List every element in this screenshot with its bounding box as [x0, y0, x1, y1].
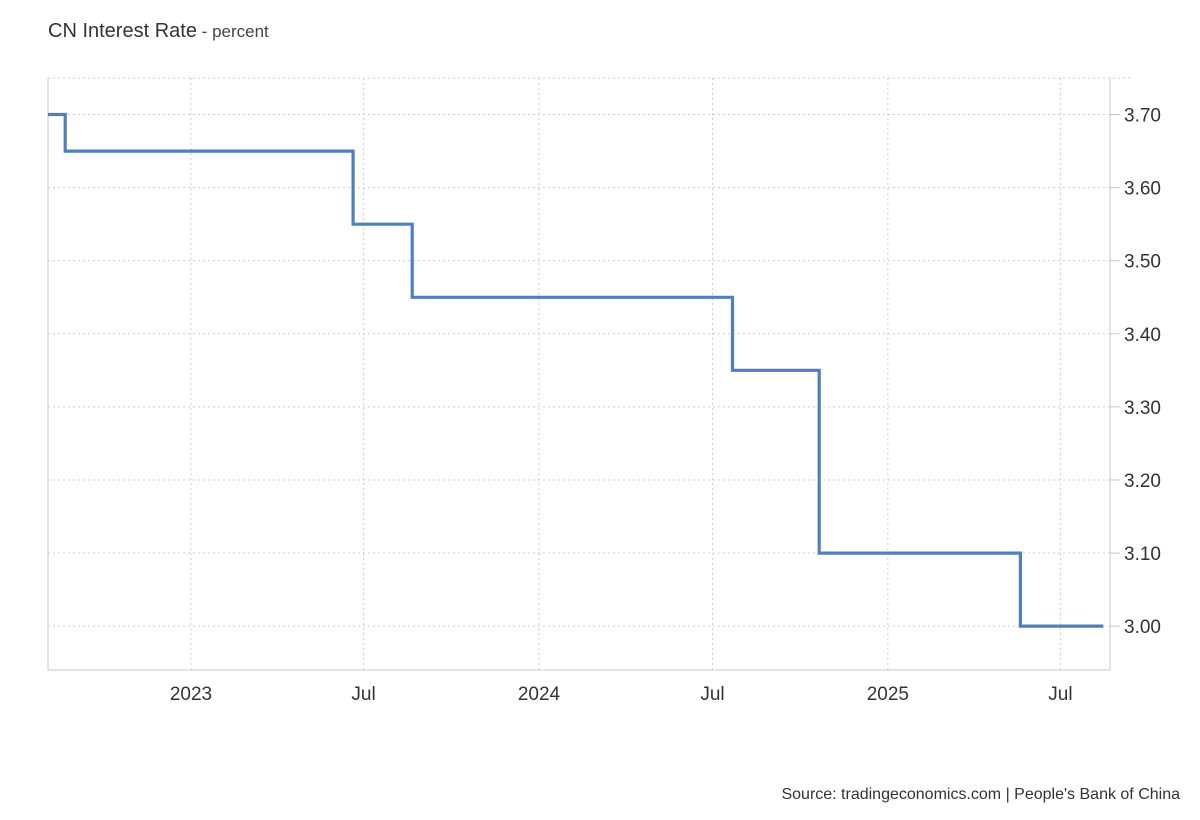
series-layer: [48, 112, 1104, 628]
x-tick-label: Jul: [351, 684, 375, 705]
source-note: Source: tradingeconomics.com | People's …: [781, 786, 1180, 803]
tick-labels: 3.00 3.10 3.20 3.30 3.40 3.50 3.60 3.70 2023 Jul 2…: [170, 106, 1161, 705]
x-tick-label: Jul: [700, 684, 724, 705]
y-tick-label: 3.40: [1124, 325, 1161, 346]
y-tick-label: 3.20: [1124, 471, 1161, 492]
chart-unit: percent: [212, 22, 269, 41]
chart-title: CN Interest Rate - percent: [48, 20, 269, 43]
x-tick-label: Jul: [1048, 684, 1072, 705]
y-tick-label: 3.50: [1124, 252, 1161, 273]
x-tick-label: 2024: [518, 684, 561, 705]
series-line: [48, 112, 1104, 628]
y-tick-label: 3.10: [1124, 544, 1161, 565]
chart-title-text: CN Interest Rate: [48, 20, 197, 42]
chart-unit-separator: -: [196, 22, 213, 41]
y-tick-label: 3.60: [1124, 179, 1161, 200]
y-tick-label: 3.30: [1124, 398, 1161, 419]
grid-lines: [48, 77, 1130, 670]
x-tick-label: 2023: [170, 684, 212, 705]
x-tick-label: 2025: [867, 684, 909, 705]
y-tick-label: 3.70: [1124, 106, 1161, 127]
y-tick-label: 3.00: [1124, 617, 1161, 638]
chart-axes: [47, 78, 1120, 671]
